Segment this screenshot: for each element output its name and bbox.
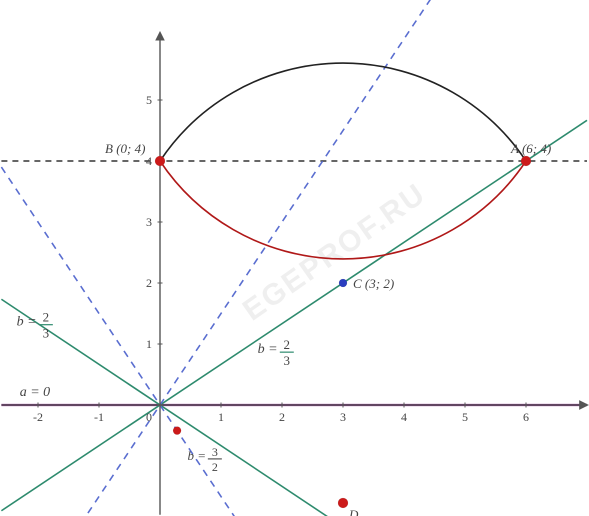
- x-tick-label: 1: [218, 410, 224, 424]
- point-D: [338, 498, 348, 508]
- svg-text:2: 2: [43, 310, 50, 325]
- svg-text:2: 2: [284, 337, 291, 352]
- svg-text:3: 3: [284, 353, 291, 368]
- point-A: [521, 156, 531, 166]
- y-tick-label: 4: [146, 154, 152, 168]
- svg-text:3: 3: [212, 445, 218, 459]
- point-B: [155, 156, 165, 166]
- point-label-A: A (6; 4): [510, 141, 551, 156]
- svg-text:3: 3: [43, 326, 50, 341]
- x-tick-label: 5: [462, 410, 468, 424]
- x-tick-label: 6: [523, 410, 529, 424]
- svg-text:b =: b =: [17, 315, 37, 330]
- origin-label: 0: [146, 410, 152, 424]
- y-tick-label: 2: [146, 276, 152, 290]
- coordinate-plane: EGEPROF.RU-2-1123456123450B (0; 4)A (6; …: [0, 0, 589, 516]
- svg-text:2: 2: [212, 460, 218, 474]
- point-label-B: B (0; 4): [105, 141, 145, 156]
- x-tick-label: 2: [279, 410, 285, 424]
- svg-text:b =: b =: [187, 448, 206, 463]
- svg-text:b =: b =: [258, 342, 278, 357]
- line-label-lbl-a0: a = 0: [20, 385, 50, 400]
- point-dot-b32: [173, 427, 181, 435]
- point-C: [339, 279, 347, 287]
- x-tick-label: 3: [340, 410, 346, 424]
- x-tick-label: 4: [401, 410, 407, 424]
- svg-text:a = 0: a = 0: [20, 385, 50, 400]
- y-tick-label: 5: [146, 93, 152, 107]
- point-label-D: D: [348, 507, 359, 516]
- x-tick-label: -1: [94, 410, 104, 424]
- y-tick-label: 3: [146, 215, 152, 229]
- x-tick-label: -2: [33, 410, 43, 424]
- y-tick-label: 1: [146, 337, 152, 351]
- point-label-C: C (3; 2): [353, 276, 394, 291]
- chart-background: [0, 0, 589, 516]
